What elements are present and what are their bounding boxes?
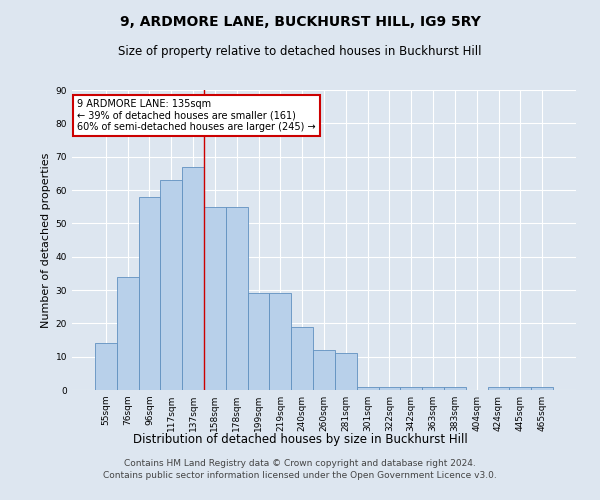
Bar xyxy=(444,386,466,390)
Bar xyxy=(422,386,444,390)
Text: Distribution of detached houses by size in Buckhurst Hill: Distribution of detached houses by size … xyxy=(133,432,467,446)
Bar xyxy=(95,344,117,390)
Bar xyxy=(531,386,553,390)
Bar xyxy=(357,386,379,390)
Bar xyxy=(379,386,400,390)
Bar xyxy=(313,350,335,390)
Y-axis label: Number of detached properties: Number of detached properties xyxy=(41,152,52,328)
Bar xyxy=(335,354,357,390)
Text: Contains HM Land Registry data © Crown copyright and database right 2024.
Contai: Contains HM Land Registry data © Crown c… xyxy=(103,458,497,480)
Bar xyxy=(160,180,182,390)
Bar xyxy=(139,196,160,390)
Text: 9, ARDMORE LANE, BUCKHURST HILL, IG9 5RY: 9, ARDMORE LANE, BUCKHURST HILL, IG9 5RY xyxy=(119,15,481,29)
Bar xyxy=(248,294,269,390)
Text: 9 ARDMORE LANE: 135sqm
← 39% of detached houses are smaller (161)
60% of semi-de: 9 ARDMORE LANE: 135sqm ← 39% of detached… xyxy=(77,99,316,132)
Bar xyxy=(226,206,248,390)
Bar xyxy=(400,386,422,390)
Bar xyxy=(509,386,531,390)
Bar xyxy=(182,166,204,390)
Bar xyxy=(488,386,509,390)
Bar xyxy=(117,276,139,390)
Text: Size of property relative to detached houses in Buckhurst Hill: Size of property relative to detached ho… xyxy=(118,45,482,58)
Bar xyxy=(204,206,226,390)
Bar xyxy=(269,294,291,390)
Bar xyxy=(291,326,313,390)
